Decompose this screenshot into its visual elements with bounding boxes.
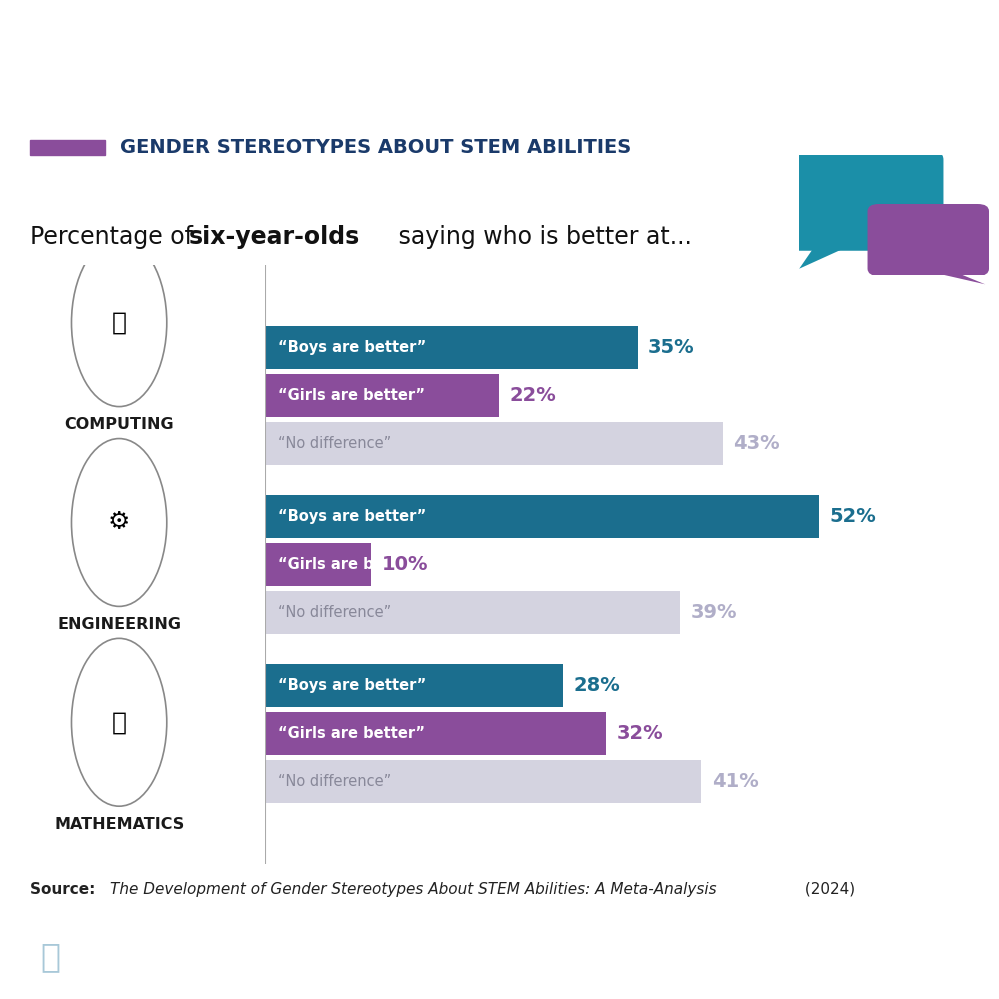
Text: six-year-olds: six-year-olds xyxy=(189,225,361,249)
Bar xyxy=(265,590,680,634)
Text: MATHEMATICS: MATHEMATICS xyxy=(54,816,184,832)
Text: GENDER STEREOTYPES ABOUT STEM ABILITIES: GENDER STEREOTYPES ABOUT STEM ABILITIES xyxy=(120,138,631,157)
Bar xyxy=(265,495,818,538)
Ellipse shape xyxy=(72,638,167,806)
Text: The Development of Gender Stereotypes About STEM Abilities: A Meta-Analysis: The Development of Gender Stereotypes Ab… xyxy=(110,881,716,897)
Bar xyxy=(265,542,372,586)
Polygon shape xyxy=(799,241,860,269)
Ellipse shape xyxy=(72,439,167,606)
Text: saying who is better at...: saying who is better at... xyxy=(391,225,691,249)
Text: 🖩: 🖩 xyxy=(112,710,127,734)
Bar xyxy=(265,760,701,803)
Text: ®: ® xyxy=(135,931,148,944)
Text: 39%: 39% xyxy=(690,602,737,622)
Text: 28%: 28% xyxy=(573,676,620,695)
Text: AIR.ORG: AIR.ORG xyxy=(869,947,962,966)
Text: “Boys are better”: “Boys are better” xyxy=(278,678,426,693)
Text: “Boys are better”: “Boys are better” xyxy=(278,340,426,355)
Text: “Girls are better”: “Girls are better” xyxy=(278,556,425,572)
Text: COMPUTING: COMPUTING xyxy=(64,417,174,433)
Text: 32%: 32% xyxy=(616,724,663,743)
Bar xyxy=(30,140,105,155)
Text: Percentage of: Percentage of xyxy=(30,225,201,249)
Text: “No difference”: “No difference” xyxy=(278,604,391,620)
Text: (2024): (2024) xyxy=(800,881,855,897)
Bar xyxy=(265,422,722,465)
Text: 35%: 35% xyxy=(648,338,694,357)
Text: 10%: 10% xyxy=(382,554,429,574)
Text: ⬥: ⬥ xyxy=(40,940,60,973)
Text: “Girls are better”: “Girls are better” xyxy=(278,388,425,403)
Bar xyxy=(265,326,637,369)
Text: 41%: 41% xyxy=(712,772,759,791)
Text: ENGINEERING: ENGINEERING xyxy=(57,616,181,632)
Text: 🖥: 🖥 xyxy=(112,311,127,335)
Bar xyxy=(265,374,500,417)
Text: “Girls are better”: “Girls are better” xyxy=(278,726,425,741)
Text: ⚙: ⚙ xyxy=(108,510,130,534)
Text: 52%: 52% xyxy=(829,506,876,526)
Text: “No difference”: “No difference” xyxy=(278,774,391,789)
Text: “No difference”: “No difference” xyxy=(278,436,391,451)
Text: Source:: Source: xyxy=(30,881,101,897)
FancyBboxPatch shape xyxy=(867,204,989,276)
Polygon shape xyxy=(917,269,985,285)
Text: 43%: 43% xyxy=(733,434,780,453)
Bar xyxy=(265,712,605,755)
Text: AIR: AIR xyxy=(75,943,133,970)
Text: “Boys are better”: “Boys are better” xyxy=(278,508,426,524)
FancyBboxPatch shape xyxy=(784,150,943,251)
Bar xyxy=(265,664,563,707)
Text: 22%: 22% xyxy=(509,386,556,405)
Ellipse shape xyxy=(72,239,167,407)
